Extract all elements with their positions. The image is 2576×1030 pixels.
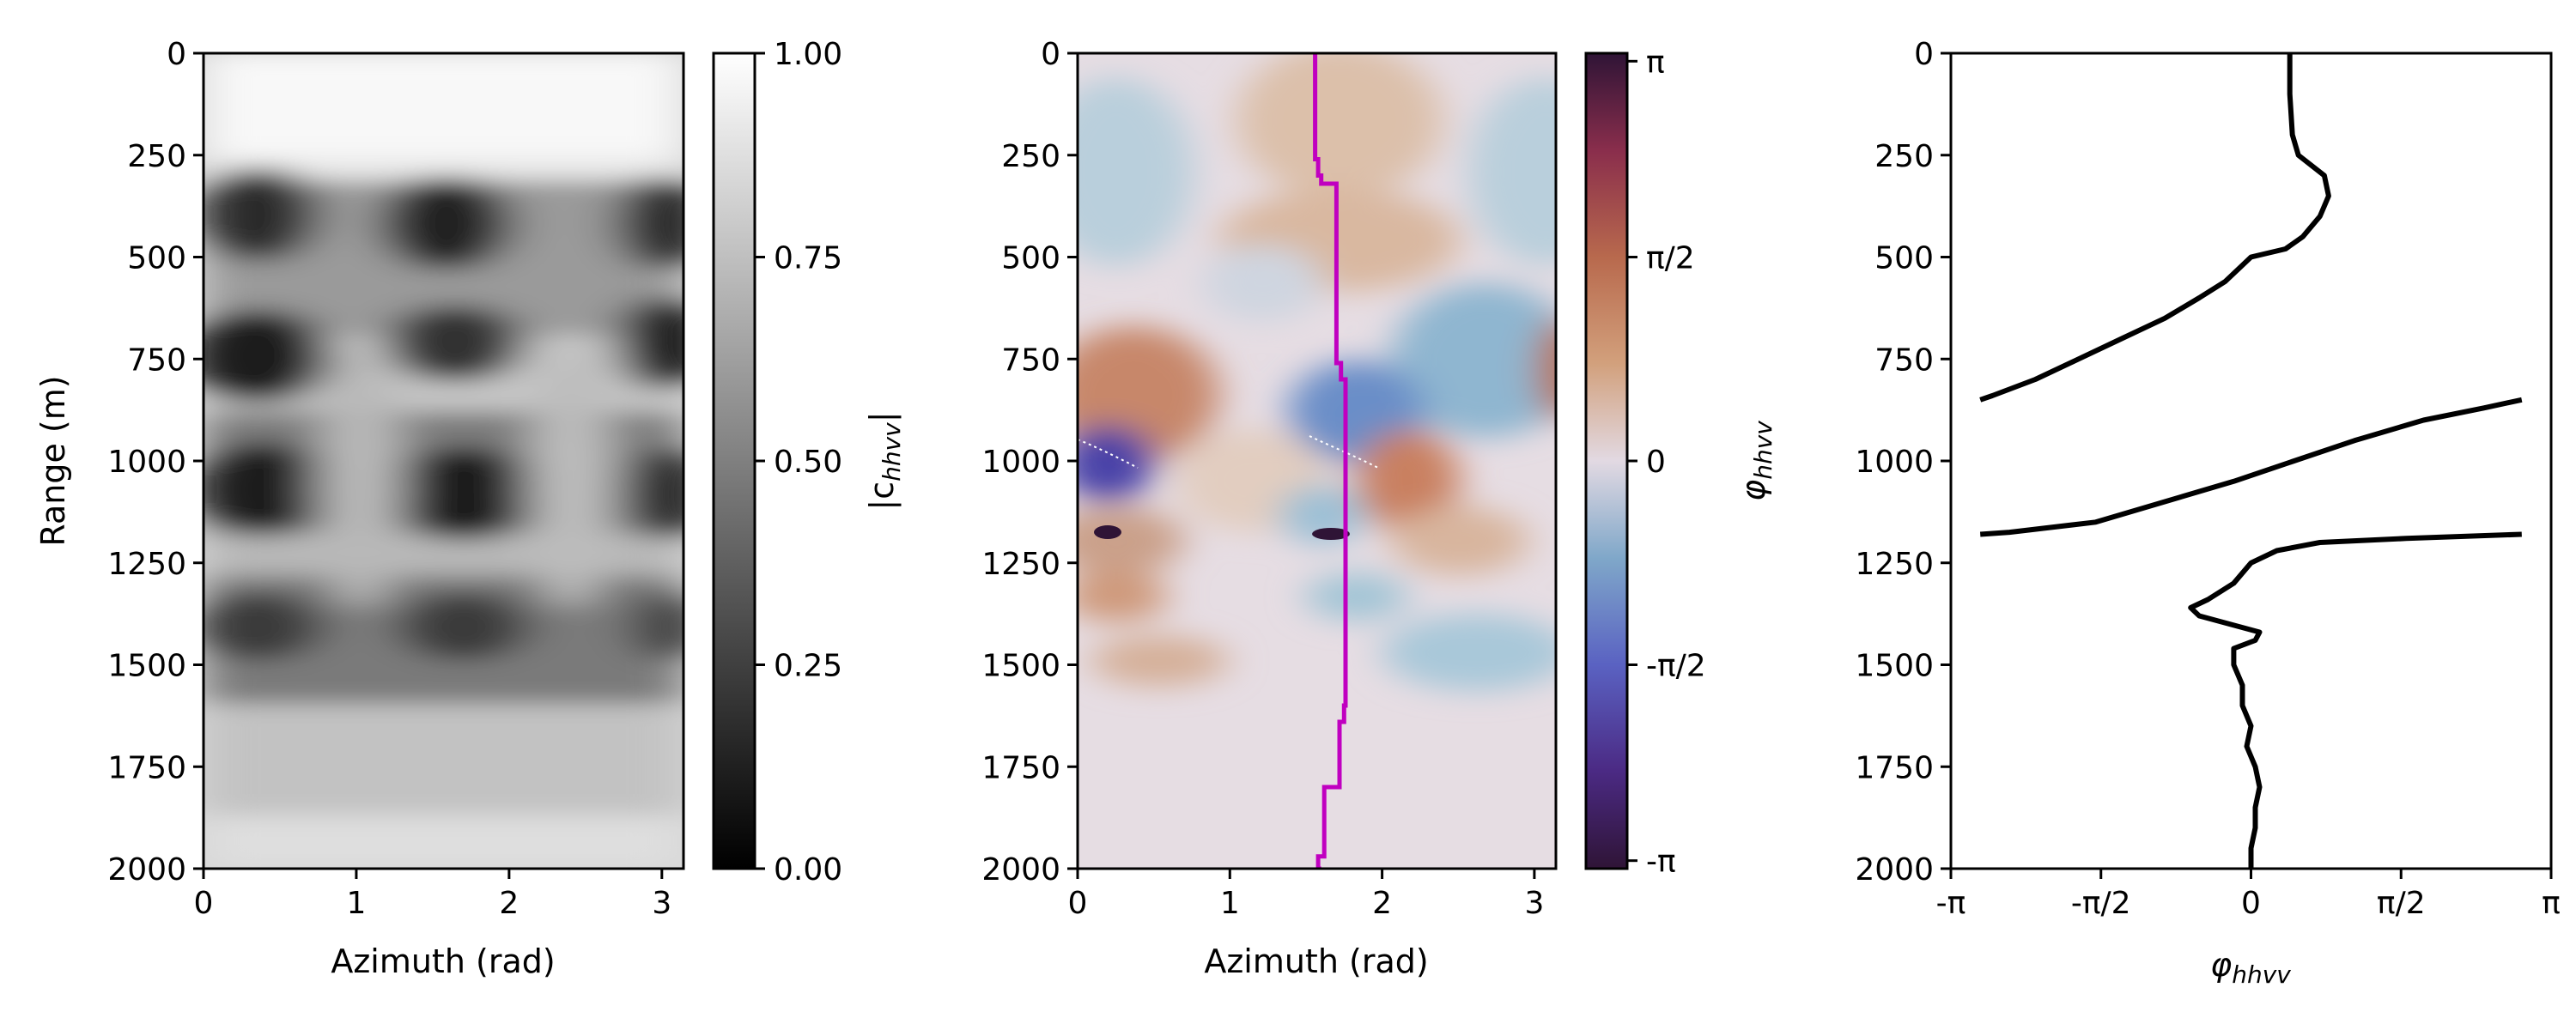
y-tick-label: 1000 [1855, 445, 1934, 480]
x-tick-label: 1 [346, 886, 366, 921]
x-tick-label: -π/2 [2071, 886, 2131, 921]
x-tick-label: π [2542, 886, 2561, 921]
colorbar-tick-label: 0.00 [774, 852, 842, 888]
phase-x-label: Azimuth (rad) [1204, 942, 1428, 980]
phase-profile-panel: 0 250 500 750 1000 1250 1500 1750 2000 -π -π/2 0 π/… [1855, 37, 2560, 989]
phase-profile-x-label: φhhvv [2210, 946, 2291, 989]
phase-colorbar-ticks: π π/2 0 -π/2 -π [1627, 45, 1706, 880]
y-tick-label: 750 [1001, 342, 1060, 378]
y-tick-label: 250 [1001, 139, 1060, 174]
magnitude-heatmap [204, 53, 683, 869]
x-tick-label: π/2 [2377, 886, 2426, 921]
x-tick-label: 0 [2241, 886, 2261, 921]
y-tick-label: 1500 [107, 649, 186, 684]
y-tick-label: 1750 [981, 750, 1060, 785]
y-tick-label: 750 [127, 342, 186, 378]
magnitude-colorbar-label: |chhvv| [863, 411, 906, 510]
x-tick-label: -π [1936, 886, 1966, 921]
x-tick-label: 3 [1524, 886, 1544, 921]
y-tick-label: 1000 [981, 445, 1060, 480]
phase-panel: 0 250 500 750 1000 1250 1500 1750 2000 0 1 2 3 Azim… [981, 37, 1558, 980]
y-tick-label: 1750 [1855, 750, 1934, 785]
y-tick-label: 500 [1874, 241, 1934, 276]
phase-profile-line-3 [2188, 531, 2522, 869]
y-tick-label: 500 [1001, 241, 1060, 276]
colorbar-tick-label: π [1646, 45, 1665, 80]
y-tick-label: 0 [1914, 37, 1934, 72]
magnitude-x-label: Azimuth (rad) [331, 942, 555, 980]
colorbar-tick-label: 0 [1646, 445, 1666, 480]
colorbar-tick-label: 0.25 [774, 649, 842, 684]
phase-trace-line [1313, 53, 1348, 869]
x-tick-label: 2 [1372, 886, 1392, 921]
y-tick-label: 1500 [981, 649, 1060, 684]
magnitude-panel: 0 250 500 750 1000 1250 1500 1750 2000 0 1 2 3 Azim… [34, 37, 685, 980]
y-tick-label: 250 [127, 139, 186, 174]
x-tick-label: 0 [194, 886, 214, 921]
y-tick-label: 1250 [1855, 547, 1934, 582]
phase-profile-y-ticks: 0 250 500 750 1000 1250 1500 1750 2000 [1855, 37, 1951, 888]
colorbar-tick-label: π/2 [1646, 240, 1695, 276]
y-tick-label: 2000 [981, 852, 1060, 888]
x-tick-label: 2 [499, 886, 519, 921]
phase-heatmap [1078, 53, 1556, 869]
phase-y-ticks: 0 250 500 750 1000 1250 1500 1750 2000 [981, 37, 1078, 888]
colorbar-tick-label: -π [1646, 845, 1676, 880]
phase-profile-series [1979, 53, 2523, 869]
magnitude-y-ticks: 0 250 500 750 1000 1250 1500 1750 2000 [107, 37, 204, 888]
y-tick-label: 1750 [107, 750, 186, 785]
y-tick-label: 250 [1874, 139, 1934, 174]
phase-colorbar: π π/2 0 -π/2 -π φhhvv [1584, 45, 1777, 880]
phase-profile-x-ticks: -π -π/2 0 π/2 π [1936, 869, 2561, 921]
colorbar-tick-label: 1.00 [774, 37, 842, 72]
magnitude-y-label: Range (m) [34, 375, 72, 546]
y-tick-label: 1500 [1855, 649, 1934, 684]
y-tick-label: 750 [1874, 342, 1934, 378]
x-tick-label: 3 [652, 886, 671, 921]
phase-colorbar-label: φhhvv [1735, 421, 1777, 501]
colorbar-tick-label: 0.50 [774, 445, 842, 480]
phase-profile-line-1 [1979, 53, 2331, 403]
x-tick-label: 0 [1068, 886, 1088, 921]
y-tick-label: 1000 [107, 445, 186, 480]
colorbar-tick-label: -π/2 [1646, 649, 1706, 684]
y-tick-label: 1250 [981, 547, 1060, 582]
phase-profile-line-2 [1979, 397, 2523, 537]
y-tick-label: 2000 [1855, 852, 1934, 888]
y-tick-label: 2000 [107, 852, 186, 888]
magnitude-colorbar-ticks: 0.00 0.25 0.50 0.75 1.00 [755, 37, 842, 888]
colorbar-tick-label: 0.75 [774, 241, 842, 276]
magnitude-x-ticks: 0 1 2 3 [194, 869, 671, 921]
y-tick-label: 1250 [107, 547, 186, 582]
magnitude-colorbar: 0.00 0.25 0.50 0.75 1.00 |chhvv| [712, 37, 906, 888]
y-tick-label: 0 [167, 37, 186, 72]
x-tick-label: 1 [1220, 886, 1240, 921]
phase-x-ticks: 0 1 2 3 [1068, 869, 1544, 921]
y-tick-label: 0 [1041, 37, 1060, 72]
y-tick-label: 500 [127, 241, 186, 276]
